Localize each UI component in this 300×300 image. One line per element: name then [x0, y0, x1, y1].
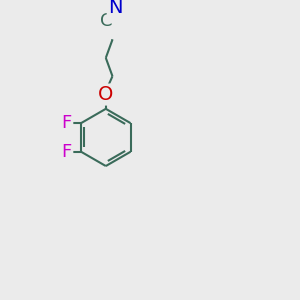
Text: N: N — [108, 0, 123, 17]
Text: C: C — [100, 12, 112, 30]
Text: O: O — [98, 85, 113, 104]
Text: F: F — [61, 114, 72, 132]
Text: F: F — [61, 143, 72, 161]
